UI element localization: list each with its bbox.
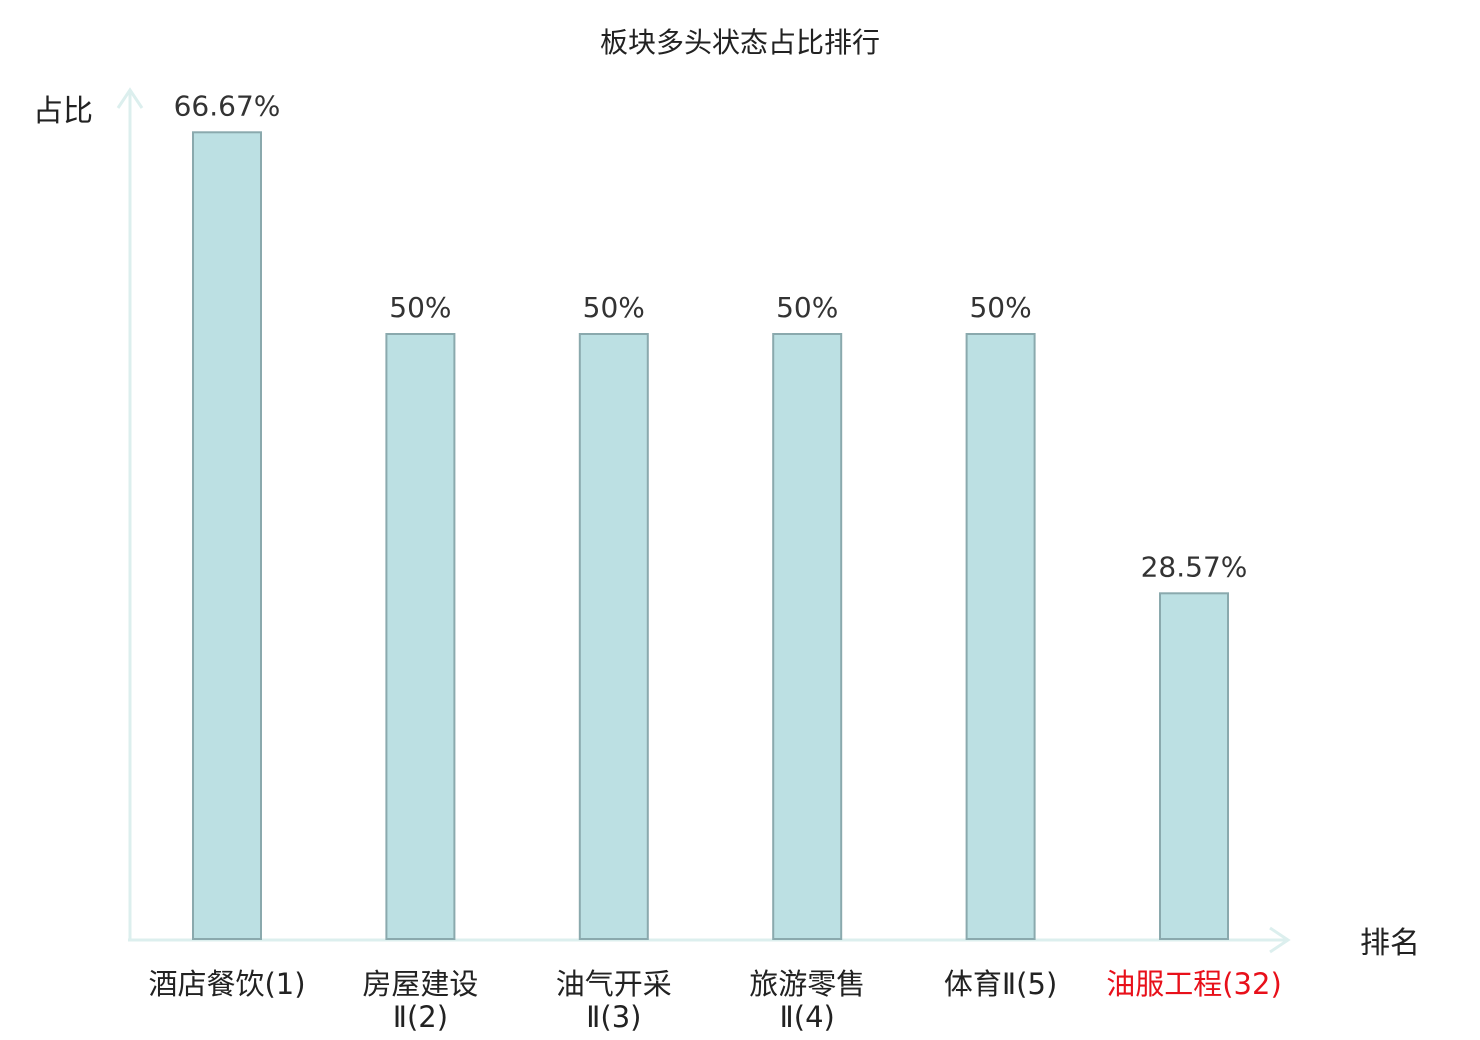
bar — [578, 333, 649, 940]
bar — [385, 333, 456, 940]
bar-value-label: 50% — [583, 291, 645, 324]
chart-title: 板块多头状态占比排行 — [600, 26, 880, 59]
category-tick-label: Ⅱ(3) — [586, 1000, 641, 1034]
y-axis-label: 占比 — [33, 94, 93, 129]
x-axis-arrow — [1269, 926, 1291, 954]
category-tick-label: 体育Ⅱ(5) — [944, 967, 1057, 1001]
category-tick-label: Ⅱ(2) — [393, 1000, 448, 1034]
category-tick-label: 油气开采 — [556, 967, 672, 1001]
category-tick-label: 油服工程(32) — [1106, 967, 1282, 1001]
bar — [1159, 592, 1229, 940]
bar-value-label: 50% — [389, 291, 451, 324]
x-axis-label: 排名 — [1360, 926, 1420, 961]
category-tick-label: Ⅱ(4) — [780, 1000, 835, 1034]
bar-value-label: 50% — [969, 291, 1031, 324]
bar — [772, 333, 843, 940]
bar — [192, 131, 262, 940]
y-axis-arrow — [116, 87, 144, 109]
category-tick-label: 酒店餐饮(1) — [148, 967, 305, 1001]
bar-value-label: 28.57% — [1141, 550, 1248, 583]
category-tick-label: 旅游零售 — [749, 967, 865, 1001]
category-tick-label: 房屋建设 — [362, 967, 478, 1001]
bar-value-label: 66.67% — [174, 89, 281, 122]
bar-value-label: 50% — [776, 291, 838, 324]
bar — [965, 333, 1036, 940]
